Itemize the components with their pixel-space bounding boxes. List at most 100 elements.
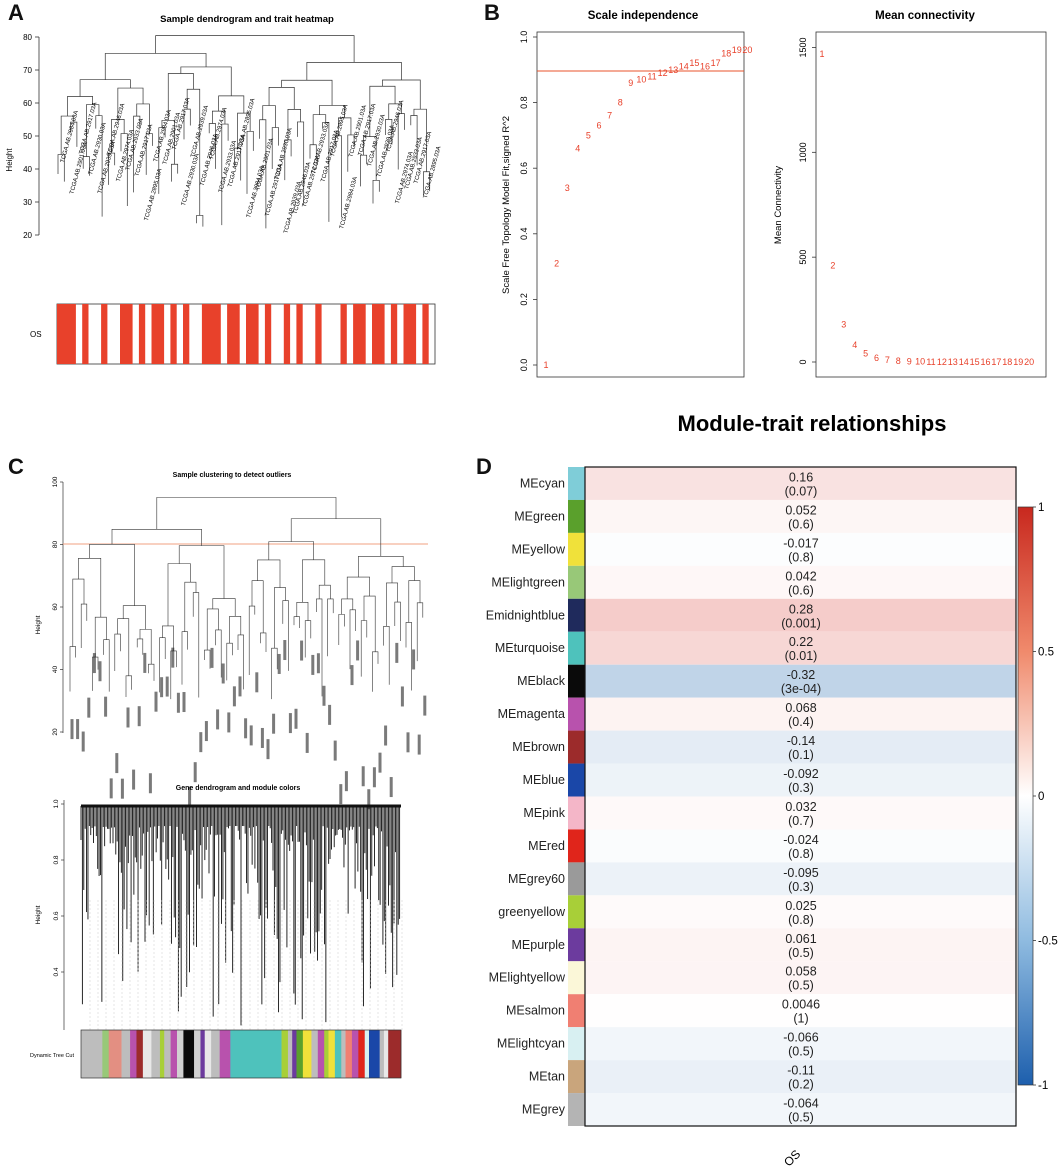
panel-b-left-point: 5 [586, 130, 591, 140]
panel-c-bottom-ytick-label: 0.4 [53, 967, 60, 976]
panel-c-top-leaf-label [221, 663, 225, 684]
panel-d-heatmap-cell [585, 1060, 1016, 1094]
panel-c-bottom-ytick-label: 1.0 [53, 799, 60, 808]
panel-c-module-color-segment [170, 1030, 178, 1078]
panel-c-top-leaf-label [132, 769, 136, 790]
panel-a-dendro-branch [319, 105, 345, 118]
panel-d-module-label: MEtan [529, 1070, 565, 1084]
panel-a-dendro-branch [287, 109, 301, 140]
panel-a-dendro-branch [104, 53, 207, 80]
panel-b-right-point: 17 [991, 357, 1001, 367]
panel-d-heatmap-cell [585, 1027, 1016, 1061]
panel-a-dendro-branch [360, 154, 368, 187]
panel-b-right-ytick-label: 1500 [798, 37, 808, 57]
panel-c-top-leaf-label [210, 647, 214, 668]
panel-c-top-title: Sample clustering to detect outliers [173, 472, 292, 479]
panel-a-ytick-label: 50 [23, 132, 32, 141]
panel-d-module-label: MElightyellow [489, 971, 566, 985]
panel-c-module-color-segment [108, 1030, 122, 1078]
panel-d-cell-corr: 0.052 [785, 503, 816, 517]
panel-c-top-leaf-label [288, 713, 292, 734]
panel-d-cell-corr: 0.058 [785, 965, 816, 979]
panel-c-top-leaf-label [389, 777, 393, 798]
panel-d-heatmap-cell [585, 499, 1016, 533]
panel-c-module-color-segment [388, 1030, 402, 1078]
panel-d-legend-tick-label: 0.5 [1038, 647, 1054, 659]
panel-d-cell-pvalue: (0.4) [788, 715, 814, 729]
panel-a-trait-stripe [390, 304, 398, 364]
panel-c-color-bar-label: Dynamic Tree Cut [30, 1053, 74, 1059]
panel-d-cell-pvalue: (1) [793, 1012, 808, 1026]
panel-d-heatmap-cell [585, 631, 1016, 665]
panel-b-right-ytick-label: 500 [798, 250, 808, 265]
panel-d-legend-tick-label: -0.5 [1038, 936, 1058, 948]
panel-d-heatmap-cell [585, 664, 1016, 698]
panel-c-top-leaf-label [182, 692, 186, 713]
panel-c-module-color-segment [159, 1030, 165, 1078]
panel-c-top-leaf-label [188, 786, 192, 807]
panel-b-left-frame [536, 31, 745, 378]
panel-a-trait-stripe [264, 304, 272, 364]
panel-d-cell-corr: 0.032 [785, 800, 816, 814]
panel-c-top-leaf-label [227, 712, 231, 733]
panel-d-module-color-swatch [568, 1027, 585, 1061]
panel-b-left-point: 1 [543, 360, 548, 370]
panel-c-module-color-segment [230, 1030, 282, 1078]
panel-d-xlabel: OS [781, 1147, 803, 1169]
panel-b-left-ytick-label: 0.8 [519, 96, 529, 109]
panel-d-cell-corr: -0.017 [783, 536, 818, 550]
panel-c-top-dendro-branch [148, 663, 155, 681]
panel-c-top-dendro-branch [346, 576, 370, 599]
panel-a-trait-stripe [340, 304, 347, 364]
panel-a-dendro-branch [212, 110, 226, 125]
panel-d-cell-corr: -0.092 [783, 767, 818, 781]
panel-b-left-ytick-label: 0.6 [519, 162, 529, 175]
panel-a-trait-stripe [183, 304, 190, 364]
panel-c-module-color-segment [351, 1030, 359, 1078]
panel-c-bottom-ytick-label: 0.8 [53, 855, 60, 864]
panel-a-dendro-branch [259, 119, 267, 229]
panel-c-top-leaf-label [272, 713, 276, 734]
panel-c-top-leaf-label [165, 676, 169, 697]
panel-d-cell-corr: -0.066 [783, 1031, 818, 1045]
panel-d-module-color-swatch [568, 697, 585, 731]
panel-d-module-color-swatch [568, 467, 585, 500]
panel-d-cell-pvalue: (0.001) [781, 616, 821, 630]
panel-d-heatmap-cell [585, 1093, 1016, 1126]
panel-b-right-frame [815, 31, 1047, 378]
panel-c-module-color-segment [204, 1030, 212, 1078]
panel-b-left-point: 16 [700, 62, 710, 72]
panel-d-legend-tick-label: -1 [1038, 1080, 1048, 1092]
panel-b-left-point: 12 [658, 68, 668, 78]
panel-a-trait-stripe [372, 304, 385, 364]
panel-d-heatmap-cell [585, 895, 1016, 929]
panel-d-cell-pvalue: (0.07) [785, 484, 818, 498]
panel-c-module-color-segment [177, 1030, 184, 1078]
panel-c-top-ytick-label: 100 [52, 476, 59, 487]
panel-a-dendro-branch [246, 130, 254, 194]
panel-c-top-dendro-branch [167, 563, 191, 626]
panel-c-top-dendro-branch [349, 609, 356, 670]
panel-b-right-point: 15 [970, 357, 980, 367]
panel-a-trait-stripe [403, 304, 417, 364]
panel-d-cell-pvalue: (0.1) [788, 748, 814, 762]
panel-b-right-point: 2 [830, 261, 835, 271]
panel-b-right-point: 20 [1024, 357, 1034, 367]
panel-b-left-point: 19 [732, 45, 742, 55]
panel-d-module-color-swatch [568, 928, 585, 962]
panel-c-top-leaf-label [283, 640, 287, 661]
panel-d-module-label: MEturquoise [495, 641, 565, 655]
panel-c-top-leaf-label [199, 732, 203, 753]
panel-d-heatmap-cell [585, 961, 1016, 995]
panel-a-dendro-branch [262, 105, 276, 128]
panel-c-top-ylabel: Height [35, 615, 42, 634]
panel-c-top-leaf-label [143, 652, 147, 673]
panel-b-right-point: 10 [915, 357, 925, 367]
panel-c-top-leaf-label [277, 653, 281, 674]
panel-b-left-point: 9 [628, 78, 633, 88]
panel-c-top-leaf-label [137, 706, 141, 727]
panel-c-top-dendro-branch [80, 603, 88, 648]
panel-c-top-dendro-branch [72, 578, 85, 647]
panel-d-cell-corr: -0.32 [787, 668, 816, 682]
panel-d-cell-pvalue: (3e-04) [781, 682, 821, 696]
